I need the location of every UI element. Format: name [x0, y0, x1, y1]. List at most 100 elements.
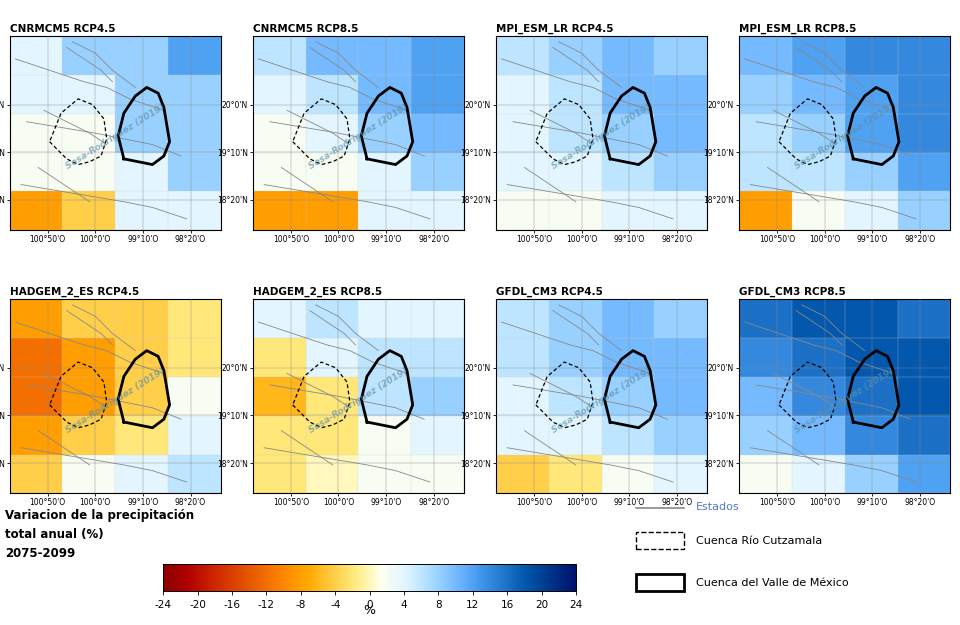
Bar	[845, 152, 898, 191]
Bar	[655, 454, 708, 494]
Bar	[496, 191, 549, 230]
Bar	[115, 152, 168, 191]
Bar	[62, 416, 115, 454]
Bar	[10, 114, 62, 152]
Text: Cuenca Río Cutzamala: Cuenca Río Cutzamala	[696, 536, 823, 546]
Bar	[602, 416, 655, 454]
Bar	[115, 338, 168, 377]
Bar	[602, 75, 655, 114]
Bar	[168, 36, 221, 75]
Text: CNRMCM5 RCP4.5: CNRMCM5 RCP4.5	[10, 24, 115, 34]
Text: Sosa-Rodríguez (2019): Sosa-Rodríguez (2019)	[794, 102, 896, 171]
Bar	[411, 299, 464, 338]
Bar	[549, 377, 602, 416]
Text: 2075-2099: 2075-2099	[5, 547, 75, 560]
Bar	[10, 75, 62, 114]
Bar	[168, 416, 221, 454]
Bar	[602, 338, 655, 377]
Bar	[739, 416, 792, 454]
Bar	[115, 416, 168, 454]
Bar	[115, 114, 168, 152]
Bar	[739, 36, 792, 75]
Bar	[792, 114, 845, 152]
Bar	[305, 36, 358, 75]
Bar	[358, 454, 411, 494]
Bar	[252, 75, 305, 114]
Text: GFDL_CM3 RCP8.5: GFDL_CM3 RCP8.5	[739, 287, 846, 298]
Bar	[898, 75, 950, 114]
Bar	[655, 416, 708, 454]
Bar	[168, 299, 221, 338]
Bar	[358, 416, 411, 454]
Bar	[792, 152, 845, 191]
Text: Sosa-Rodríguez (2019): Sosa-Rodríguez (2019)	[550, 366, 653, 434]
Bar	[739, 299, 792, 338]
Text: Sosa-Rodríguez (2019): Sosa-Rodríguez (2019)	[307, 102, 410, 171]
Bar	[411, 454, 464, 494]
Bar	[115, 299, 168, 338]
Bar	[10, 36, 62, 75]
Bar	[898, 36, 950, 75]
Bar	[549, 36, 602, 75]
Bar	[62, 299, 115, 338]
Bar	[845, 36, 898, 75]
Bar	[792, 338, 845, 377]
Bar	[496, 338, 549, 377]
Bar	[115, 377, 168, 416]
Bar	[602, 191, 655, 230]
Bar	[655, 114, 708, 152]
Bar	[252, 416, 305, 454]
Bar	[602, 152, 655, 191]
Bar	[898, 299, 950, 338]
Bar	[305, 299, 358, 338]
Text: MPI_ESM_LR RCP8.5: MPI_ESM_LR RCP8.5	[739, 24, 856, 34]
Bar	[549, 75, 602, 114]
Bar	[411, 114, 464, 152]
Bar	[549, 454, 602, 494]
Bar	[845, 454, 898, 494]
Bar	[845, 75, 898, 114]
Text: GFDL_CM3 RCP4.5: GFDL_CM3 RCP4.5	[496, 287, 603, 298]
Text: Sosa-Rodríguez (2019): Sosa-Rodríguez (2019)	[64, 366, 166, 434]
Bar	[252, 114, 305, 152]
Text: Cuenca del Valle de México: Cuenca del Valle de México	[696, 578, 849, 587]
Bar	[10, 191, 62, 230]
Bar	[549, 416, 602, 454]
Bar	[252, 191, 305, 230]
Bar	[358, 299, 411, 338]
Bar	[496, 114, 549, 152]
Bar	[898, 454, 950, 494]
Bar	[739, 454, 792, 494]
Bar	[252, 377, 305, 416]
Bar	[305, 152, 358, 191]
Bar	[305, 454, 358, 494]
Bar	[168, 377, 221, 416]
Bar	[358, 191, 411, 230]
Bar	[898, 377, 950, 416]
Bar	[252, 152, 305, 191]
Bar	[496, 454, 549, 494]
Bar	[655, 152, 708, 191]
Bar	[305, 114, 358, 152]
Bar	[411, 416, 464, 454]
Bar	[252, 338, 305, 377]
Bar	[62, 338, 115, 377]
Bar	[62, 191, 115, 230]
Bar	[655, 299, 708, 338]
Bar	[549, 338, 602, 377]
Bar	[115, 454, 168, 494]
Bar	[739, 75, 792, 114]
Bar	[636, 574, 684, 591]
Bar	[549, 191, 602, 230]
Bar	[792, 191, 845, 230]
Bar	[845, 114, 898, 152]
Bar	[739, 338, 792, 377]
Bar	[10, 299, 62, 338]
Bar	[62, 75, 115, 114]
Bar	[411, 36, 464, 75]
Bar	[496, 36, 549, 75]
Bar	[411, 191, 464, 230]
Bar	[305, 191, 358, 230]
Bar	[739, 114, 792, 152]
Text: Sosa-Rodríguez (2019): Sosa-Rodríguez (2019)	[550, 102, 653, 171]
